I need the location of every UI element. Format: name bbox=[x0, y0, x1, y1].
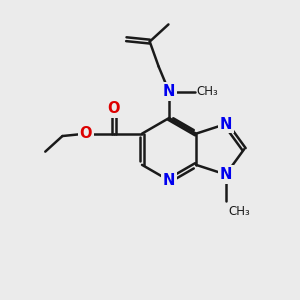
Text: N: N bbox=[163, 84, 175, 99]
Text: O: O bbox=[108, 101, 120, 116]
Text: N: N bbox=[163, 173, 175, 188]
Text: N: N bbox=[220, 116, 232, 131]
Text: N: N bbox=[220, 167, 232, 182]
Text: CH₃: CH₃ bbox=[228, 205, 250, 218]
Text: O: O bbox=[80, 126, 92, 141]
Text: CH₃: CH₃ bbox=[196, 85, 218, 98]
